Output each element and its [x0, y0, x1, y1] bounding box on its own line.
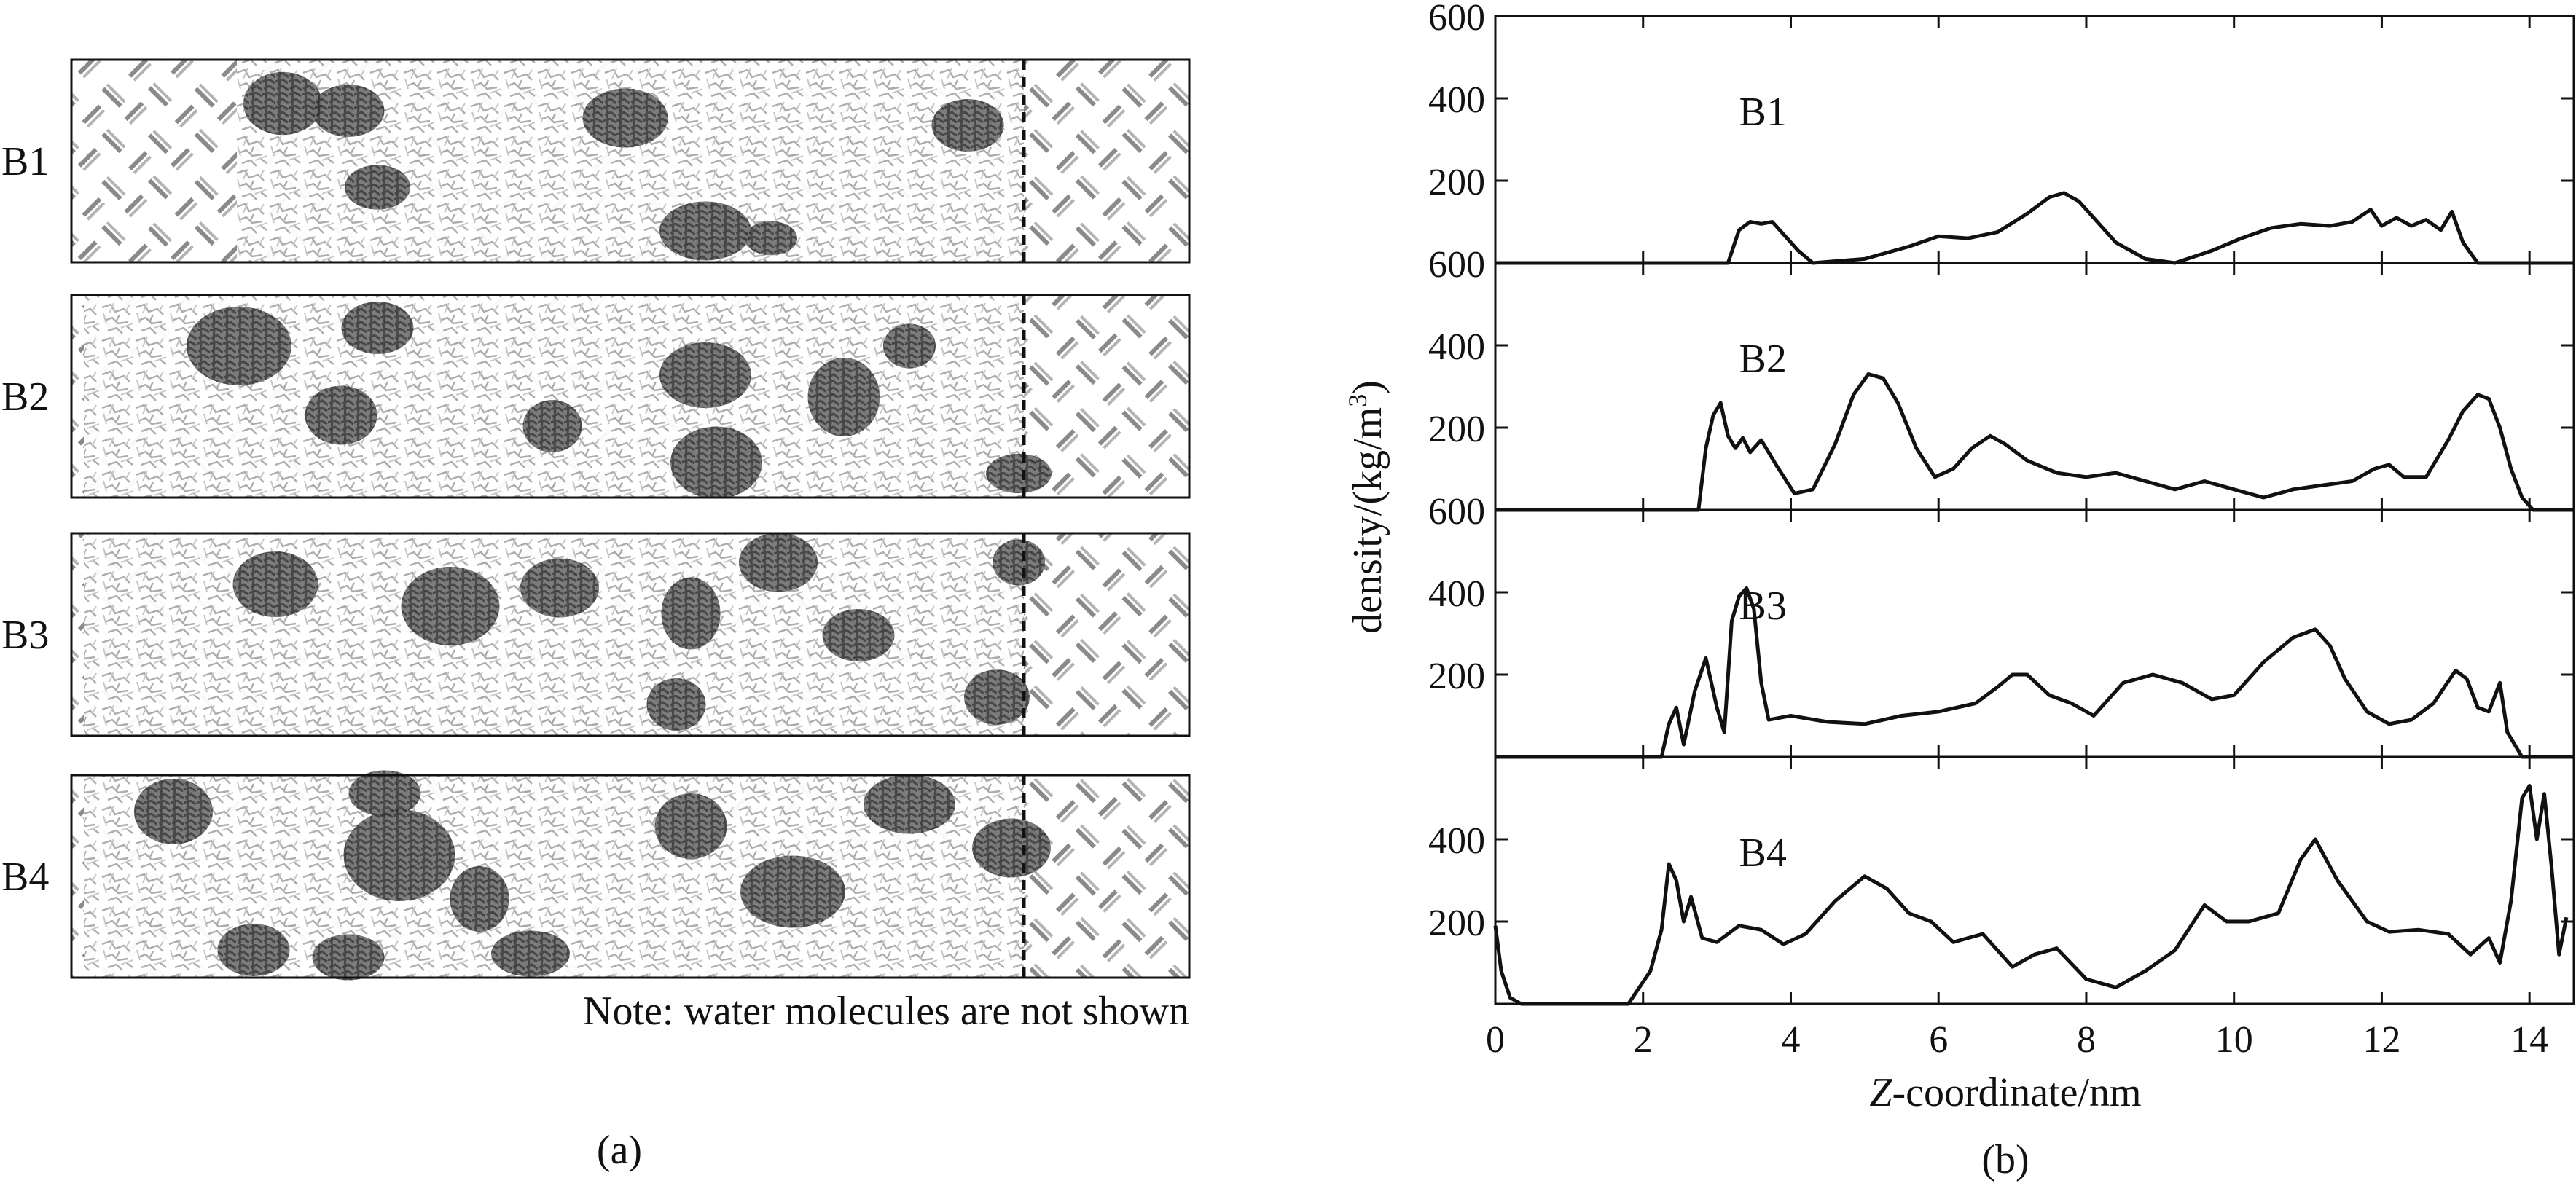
- snapshot-frame: [70, 774, 1191, 979]
- y-axis-label-text: density/(kg/m: [1345, 407, 1390, 634]
- snapshot-frame: [70, 532, 1191, 737]
- y-tick-label: 600: [1428, 0, 1485, 39]
- snapshot-frame: [70, 294, 1191, 499]
- x-tick-label: 10: [2215, 1019, 2253, 1061]
- molecule-cluster: [807, 358, 880, 436]
- y-tick-label: 400: [1428, 79, 1485, 121]
- molecule-cluster: [654, 793, 727, 859]
- molecule-cluster: [343, 809, 455, 901]
- y-tick-label: 200: [1428, 162, 1485, 203]
- molecule-cluster: [964, 669, 1030, 725]
- density-line-b1: [1495, 191, 2574, 265]
- molecule-cluster: [312, 934, 385, 981]
- molecule-cluster: [520, 558, 599, 618]
- molecule-cluster: [341, 302, 414, 354]
- y-axis-label: density/(kg/m3): [1343, 380, 1390, 634]
- x-axis-label: Z-coordinate/nm: [1869, 1070, 2141, 1115]
- molecule-cluster: [661, 577, 721, 650]
- panel-a-caption: (a): [597, 1128, 642, 1173]
- molecule-cluster: [305, 385, 377, 445]
- subplot-frame-b4: [1494, 755, 2575, 1005]
- series-label-b2: B2: [1739, 337, 1787, 382]
- note-text: Note: water molecules are not shown: [583, 989, 1189, 1034]
- molecule-cluster: [134, 779, 213, 844]
- y-tick-label: 200: [1428, 903, 1485, 944]
- y-axis-label-superscript: 3: [1343, 394, 1372, 407]
- x-tick-label: 14: [2510, 1019, 2548, 1061]
- x-tick-label: 12: [2362, 1019, 2400, 1061]
- y-tick-label: 400: [1428, 820, 1485, 862]
- molecule-cluster: [582, 88, 668, 148]
- y-tick-label: 200: [1428, 656, 1485, 697]
- molecule-cluster: [986, 454, 1052, 493]
- x-axis-label-text: -coordinate/nm: [1892, 1070, 2142, 1115]
- y-axis-label-suffix: ): [1345, 380, 1390, 394]
- molecule-cluster: [659, 201, 751, 261]
- molecule-cluster: [312, 85, 385, 137]
- molecule-cluster: [993, 539, 1045, 586]
- series-label-b3: B3: [1739, 584, 1787, 629]
- density-line-b2: [1495, 372, 2574, 512]
- panel-a: B1 B2 B3 B4: [1, 58, 1191, 981]
- x-tick-label: 0: [1486, 1019, 1505, 1061]
- molecule-cluster: [739, 533, 818, 592]
- density-line-b4: [1493, 784, 2569, 1006]
- molecule-cluster: [864, 774, 955, 834]
- molecule-cluster: [217, 924, 290, 976]
- molecule-cluster: [646, 678, 706, 731]
- molecule-cluster: [883, 323, 936, 369]
- molecule-cluster: [450, 866, 509, 932]
- row-label-b3: B3: [1, 613, 49, 658]
- snapshot-frame: [70, 58, 1191, 264]
- row-label-b1: B1: [1, 139, 49, 184]
- x-tick-label: 8: [2077, 1019, 2096, 1061]
- x-tick-label: 2: [1634, 1019, 1653, 1061]
- y-tick-label: 600: [1428, 491, 1485, 533]
- panel-b: 200 400 600 B1 200 400 600 B2 200 400 600 B3 200 400 B…: [1428, 0, 2575, 1061]
- row-label-b2: B2: [1, 374, 49, 420]
- x-tick-label: 4: [1781, 1019, 1800, 1061]
- molecule-cluster: [345, 165, 410, 210]
- x-tick-label: 6: [1929, 1019, 1948, 1061]
- molecule-cluster: [740, 855, 845, 928]
- row-label-b4: B4: [1, 855, 49, 900]
- molecule-cluster: [659, 342, 751, 408]
- molecule-cluster: [243, 71, 322, 136]
- y-tick-label: 200: [1428, 409, 1485, 450]
- molecule-cluster: [972, 818, 1051, 878]
- molecule-cluster: [187, 307, 291, 385]
- subplot-frame-b2: [1494, 262, 2575, 511]
- molecule-cluster: [232, 551, 318, 617]
- density-line-b3: [1495, 586, 2574, 759]
- panel-b-caption: (b): [1981, 1137, 2029, 1182]
- molecule-cluster: [522, 400, 582, 452]
- y-tick-label: 600: [1428, 244, 1485, 286]
- molecule-cluster: [348, 770, 421, 817]
- y-tick-label: 400: [1428, 573, 1485, 615]
- molecule-cluster: [822, 609, 895, 661]
- molecule-cluster: [931, 99, 1004, 152]
- molecule-cluster: [401, 567, 500, 645]
- molecule-cluster: [745, 221, 797, 256]
- y-tick-label: 400: [1428, 326, 1485, 368]
- x-axis-label-italic: Z: [1869, 1070, 1892, 1115]
- series-label-b4: B4: [1739, 830, 1787, 876]
- series-label-b1: B1: [1739, 90, 1787, 135]
- molecule-cluster: [670, 426, 762, 499]
- molecule-cluster: [491, 930, 570, 977]
